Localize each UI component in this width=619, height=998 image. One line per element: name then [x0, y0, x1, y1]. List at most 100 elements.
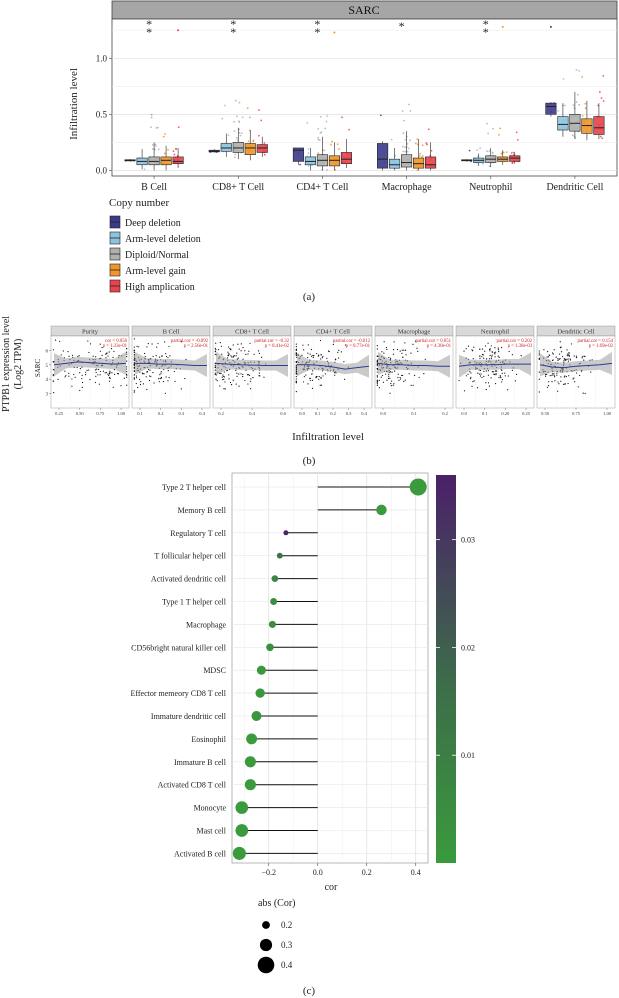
data-point [232, 344, 234, 346]
data-point [479, 348, 481, 350]
data-point [234, 153, 237, 156]
data-point [582, 392, 584, 394]
data-point [376, 383, 378, 385]
data-point [162, 381, 165, 383]
data-point [235, 355, 237, 357]
data-point [137, 386, 139, 389]
data-point [574, 381, 576, 383]
stat-pvalue: p = 1.69e-02 [589, 344, 614, 349]
data-point [253, 353, 255, 355]
data-point [392, 353, 394, 355]
data-point [155, 127, 158, 129]
data-point [567, 358, 569, 360]
data-point [553, 349, 555, 351]
data-point [425, 142, 428, 145]
data-point [306, 121, 309, 124]
legend-title-copy-number: Copy number [109, 197, 170, 209]
data-point [390, 357, 392, 359]
x-tick-label: 0.2 [158, 411, 164, 416]
data-point [67, 351, 69, 353]
data-point [385, 373, 387, 375]
stat-pvalue: p = 4.30e-01 [427, 344, 452, 349]
data-point [563, 361, 565, 363]
data-point [133, 363, 135, 366]
data-point [554, 376, 556, 378]
x-tick-label: 1.00 [603, 411, 612, 416]
data-point [88, 351, 90, 354]
data-point [312, 354, 314, 357]
data-point [494, 347, 496, 349]
data-point [479, 375, 482, 377]
x-tick-label: 1.00 [117, 411, 126, 416]
data-point [565, 359, 567, 362]
data-point [112, 356, 114, 359]
data-point [242, 373, 244, 376]
data-point [84, 374, 87, 376]
data-point [490, 345, 492, 347]
data-point [174, 380, 176, 382]
trend-line [215, 362, 288, 367]
data-point [328, 350, 330, 353]
category-label: Memory B cell [178, 506, 227, 515]
data-point [240, 373, 242, 375]
data-point [97, 374, 99, 376]
data-point [81, 378, 83, 380]
data-point [317, 355, 319, 357]
data-point [242, 375, 244, 378]
data-point [258, 352, 260, 354]
data-point [414, 142, 417, 145]
data-point [488, 165, 491, 168]
data-point [380, 376, 382, 378]
box-body [148, 156, 160, 166]
data-point [492, 371, 494, 373]
data-point [416, 138, 419, 141]
data-point [307, 383, 309, 385]
y-tick-label: 0.0 [96, 165, 108, 175]
data-point [557, 358, 559, 360]
box-arm-level-deletion [136, 149, 148, 171]
size-legend-dot [259, 938, 273, 952]
data-point [491, 371, 494, 373]
data-point [107, 373, 109, 375]
size-legend-label: 0.4 [281, 960, 293, 970]
box-body [172, 156, 184, 164]
data-point [387, 377, 390, 380]
data-point [483, 375, 485, 378]
x-tick-label: 0.1 [482, 411, 488, 416]
data-point [223, 371, 225, 373]
data-point [493, 352, 495, 354]
data-point [489, 350, 491, 352]
data-point [401, 110, 404, 112]
data-point [101, 354, 103, 356]
size-legend-dot [257, 956, 275, 974]
box-body [557, 116, 569, 131]
box-body [256, 144, 268, 153]
data-point [151, 343, 153, 345]
data-point [468, 149, 471, 152]
data-point [501, 379, 504, 381]
data-point [167, 380, 169, 382]
data-point [146, 370, 149, 373]
data-point [320, 131, 323, 134]
data-point [317, 136, 320, 139]
data-point [397, 376, 399, 379]
box-high-amplication [425, 128, 437, 171]
data-point [252, 376, 254, 379]
box-deep-deletion [461, 149, 473, 163]
data-point [490, 358, 493, 360]
data-point [105, 371, 107, 374]
box-high-amplication [593, 74, 605, 140]
data-point [71, 354, 74, 356]
data-point [553, 373, 555, 375]
data-point [89, 378, 91, 381]
category-label: T follicular helper cell [154, 552, 226, 561]
data-point [484, 345, 487, 347]
data-point [393, 370, 396, 372]
data-point [105, 353, 107, 355]
data-point [160, 372, 162, 374]
data-point [94, 369, 97, 371]
data-point [143, 373, 145, 375]
x-tick-label: 0.25 [522, 411, 531, 416]
data-point [338, 349, 340, 351]
data-point [133, 390, 135, 392]
